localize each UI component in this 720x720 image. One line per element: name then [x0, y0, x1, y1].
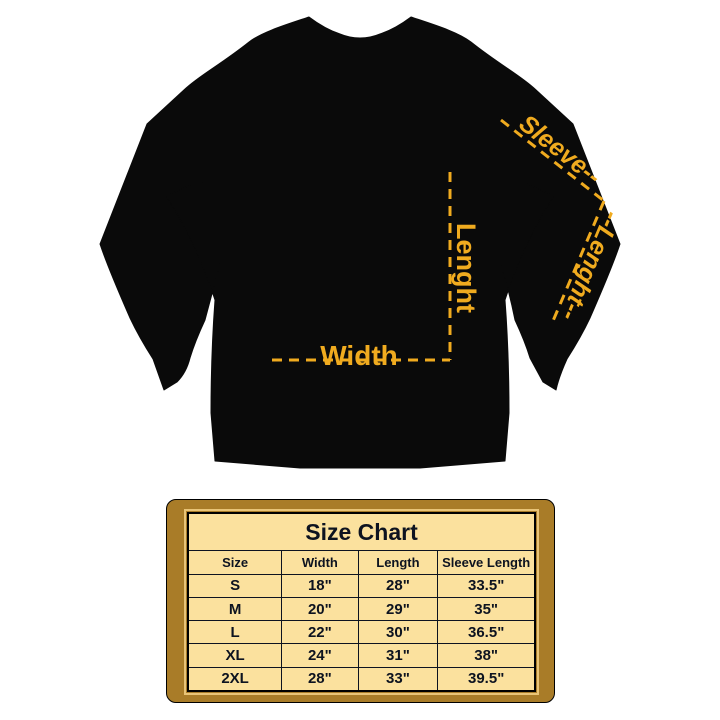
svg-text:Lenght: Lenght — [451, 223, 481, 313]
svg-text:Sleeve--: Sleeve-- — [514, 109, 607, 190]
svg-text:--Lenght--: --Lenght-- — [555, 207, 626, 325]
svg-text:Width: Width — [320, 340, 398, 371]
